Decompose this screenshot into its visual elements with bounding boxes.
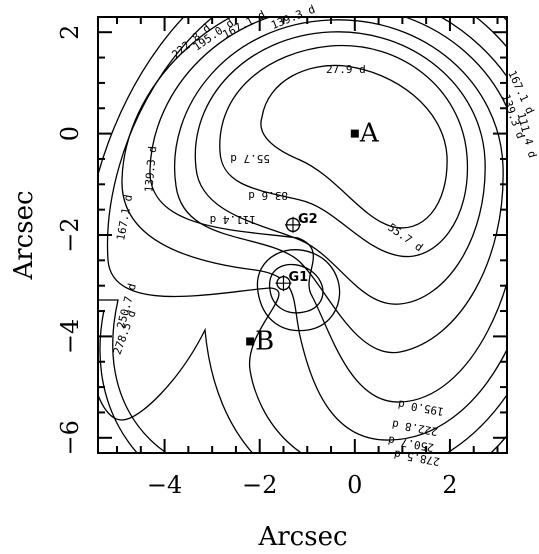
contour-55-7 xyxy=(219,44,469,258)
galaxy-label: G1 xyxy=(288,270,308,285)
contour-83-6 xyxy=(194,31,486,305)
galaxy-label: G2 xyxy=(298,212,318,227)
contour-167-1 xyxy=(121,17,507,441)
contour-label-195-0-bottom: 195.0 d xyxy=(397,397,445,418)
markers: A B G1 G2 xyxy=(246,119,380,356)
x-tick-label: 2 xyxy=(442,471,457,499)
plot-frame xyxy=(97,16,508,454)
y-tick-label: −6 xyxy=(56,420,84,455)
axis-ticks xyxy=(98,17,507,453)
image-label: B xyxy=(255,326,274,356)
contour-label-83-6: 83.6 d xyxy=(248,189,288,202)
contour-inner-g1 xyxy=(269,263,324,314)
contour-label-55-7-right: 55.7 d xyxy=(385,221,425,254)
axis-tick-labels: −4 −2 0 2 2 0 −2 −4 −6 xyxy=(56,25,458,499)
y-tick-label: −2 xyxy=(56,217,84,252)
contour-label-111-4-left: 111.4 d xyxy=(210,213,256,226)
x-tick-label: −4 xyxy=(147,471,182,499)
y-tick-label: 0 xyxy=(56,126,84,141)
contour-278-5 xyxy=(99,309,139,453)
contour-label-27-9: 27.9 d xyxy=(326,63,366,76)
y-axis-title: Arcsec xyxy=(9,190,39,280)
y-tick-label: −4 xyxy=(56,319,84,354)
contour-27-9 xyxy=(260,64,448,229)
contour-inner-g1-outer xyxy=(256,249,341,332)
image-marker xyxy=(350,129,359,138)
y-tick-label: 2 xyxy=(56,25,84,40)
x-tick-label: 0 xyxy=(347,471,362,499)
contour-250-7 xyxy=(98,299,507,453)
contour-139-3 xyxy=(149,17,507,403)
contour-label-55-7-left: 55.7 d xyxy=(230,152,270,165)
contour-195-0 xyxy=(106,17,507,453)
contour-111-4 xyxy=(174,19,504,354)
image-label: A xyxy=(359,119,380,149)
x-tick-label: −2 xyxy=(242,471,277,499)
contour-label-139-3-top: 139.3 d xyxy=(269,3,317,32)
x-axis-title: Arcsec xyxy=(257,522,347,552)
image-marker xyxy=(246,337,255,346)
contour-label-139-3-left: 139.3 d xyxy=(142,146,159,193)
